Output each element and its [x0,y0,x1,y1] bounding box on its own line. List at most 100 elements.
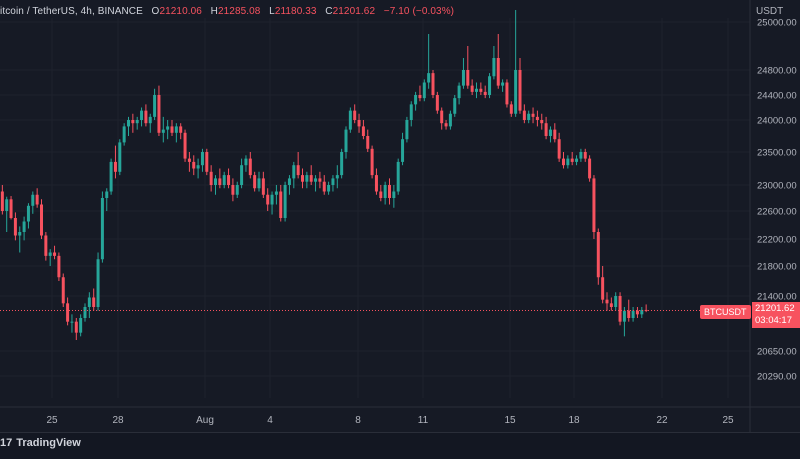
candle [370,145,374,179]
candle-body [644,309,648,311]
candle-body [200,152,204,166]
candle [609,297,613,311]
candle [44,232,48,261]
candle [409,101,413,127]
candle [614,292,618,311]
candle-body [592,178,596,232]
candle-body [92,297,96,307]
candle-body [253,175,257,189]
candle-body [157,95,161,133]
candle [361,120,365,140]
candle [631,307,635,322]
candle [461,58,465,89]
candle-body [544,123,548,136]
candle [531,107,535,124]
candle-body [483,91,487,95]
candle [553,123,557,143]
candle-body [296,165,300,176]
candle [557,132,561,162]
candle-body [405,120,409,140]
candle-body [588,158,592,179]
candle-body [161,129,165,133]
candle-body [396,161,400,192]
candle [301,168,304,189]
candle-body [5,199,9,211]
y-tick-label: 22600.00 [757,207,797,218]
candle-body [579,152,583,159]
x-tick-label: Aug [196,415,214,426]
candle-body [631,310,635,318]
candle-body [148,116,152,124]
candle-body [435,95,439,111]
tradingview-logo[interactable]: 17 TradingView [0,437,81,449]
candle [579,148,583,162]
candle-body [562,158,565,166]
candle-body [196,165,200,169]
candle [444,120,448,130]
candle [296,152,300,179]
candle-body [596,232,600,278]
candle [183,129,187,162]
candle-body [266,194,270,205]
candle-body [401,139,405,162]
candle-body [553,129,557,140]
candle-body [566,158,570,166]
candle [583,148,587,162]
candle [505,79,509,108]
candle [496,34,500,89]
candle-body [113,161,117,172]
candle [335,165,339,189]
candle [113,145,117,179]
candle [187,152,191,172]
candle [431,70,435,99]
candle [179,123,183,140]
tradingview-wordmark: TradingView [16,437,81,449]
open-value: 21210.06 [159,6,202,17]
candle-body [527,113,531,120]
x-tick-label: 8 [355,415,361,426]
candle [592,175,596,239]
candle-body [366,136,370,149]
candle [57,252,61,281]
candle-body [461,70,465,86]
axes: 25000.00 24800.00 24400.00 24000.00 23500.00… [0,0,800,432]
candle [22,216,26,241]
candle [270,191,274,215]
candle-body [87,297,91,307]
candle [318,171,322,189]
candle [575,155,579,166]
candle-body [409,104,413,120]
candle-body [57,255,61,278]
candle [618,292,622,326]
candle [622,307,626,337]
candle [214,175,217,195]
candle-body [505,82,509,105]
candle-body [118,142,122,172]
candles [0,10,750,340]
candle-body [66,303,70,322]
y-tick-label: 21400.00 [757,292,797,303]
candle [644,304,648,313]
y-tick-label: 23000.00 [757,181,797,192]
candle-body [414,95,418,105]
candle-body [348,110,352,130]
candle [392,185,396,208]
candle [440,107,444,130]
candle-body [79,318,83,333]
candle [26,203,30,229]
candle [40,199,43,239]
candle [483,85,487,99]
candle [205,148,209,176]
high-label: H [210,6,218,17]
candle [348,107,352,133]
candle [157,85,161,136]
bar-countdown: 03:04:17 [755,315,792,326]
candle [35,188,39,208]
candle-body [492,58,496,77]
candle [535,110,539,127]
candle-body [535,116,539,120]
candle-body [575,158,579,162]
candle-body [301,175,304,182]
candle-body [0,191,4,211]
